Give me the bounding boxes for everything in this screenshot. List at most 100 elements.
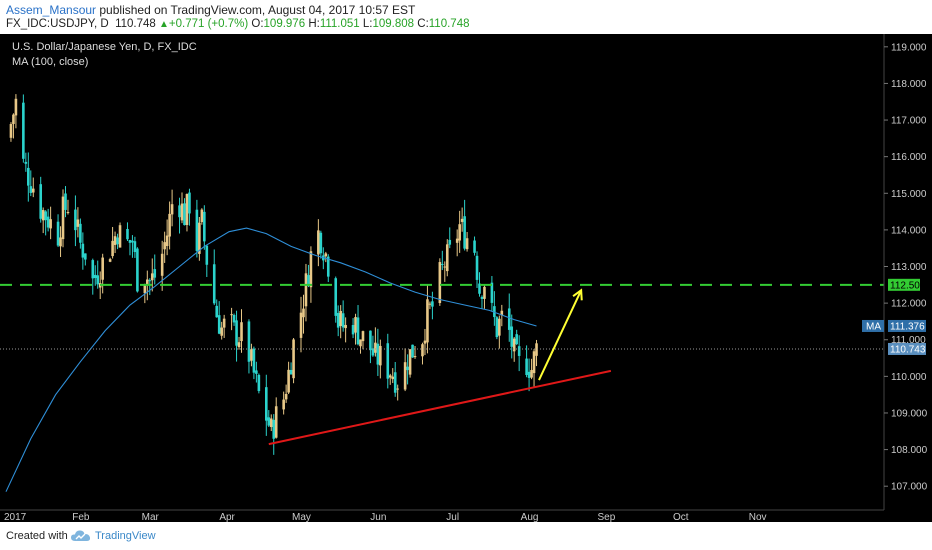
candle-body: [393, 372, 397, 393]
candle-body: [445, 244, 449, 272]
candle-body: [356, 317, 360, 345]
high-label: H:: [308, 18, 320, 30]
candle-body: [180, 203, 184, 221]
candle-body: [168, 213, 171, 237]
candle-body: [59, 237, 62, 247]
candle-body: [480, 296, 484, 299]
chart-title: U.S. Dollar/Japanese Yen, D, FX_IDC: [12, 41, 197, 53]
candle-body: [535, 343, 538, 356]
candle-body: [131, 240, 134, 243]
candle-body: [478, 283, 481, 294]
candle-body: [198, 222, 201, 254]
candle-body: [525, 358, 528, 375]
resistance-tag-box: [888, 278, 920, 291]
candle-body: [463, 216, 466, 249]
candle-body: [220, 327, 223, 336]
candle-body: [326, 256, 330, 277]
time-tick-label: May: [292, 512, 311, 522]
price-tick-label: 113.000: [891, 262, 927, 273]
price-tick-label: 115.000: [891, 189, 927, 200]
candle-body: [14, 98, 18, 116]
candle-body: [133, 241, 137, 253]
candle-body: [408, 349, 412, 375]
candle-body: [44, 211, 47, 221]
candle-body: [215, 305, 219, 318]
up-arrow-icon: ▲: [159, 19, 169, 30]
candle-body: [319, 232, 323, 254]
candle-body: [304, 273, 308, 307]
candle-body: [379, 345, 382, 366]
candle-body: [369, 330, 372, 351]
projection-arrow: [538, 289, 583, 381]
candle-body: [282, 399, 285, 410]
candle-body: [498, 318, 501, 336]
candle-body: [39, 184, 43, 219]
tradingview-brand[interactable]: TradingView: [95, 530, 156, 542]
candle-body: [252, 348, 256, 373]
candle-body: [391, 376, 395, 380]
candle-body: [510, 326, 514, 347]
price-tick-label: 110.000: [891, 372, 927, 383]
candle-body: [22, 102, 25, 159]
author-link[interactable]: Assem_Mansour: [6, 3, 97, 17]
candle-body: [527, 371, 531, 378]
candle-body: [235, 320, 238, 346]
candle-body: [507, 308, 511, 330]
candle-body: [205, 245, 209, 265]
candle-body: [153, 269, 157, 278]
moving-average-line: [5, 227, 537, 492]
price-tick-label: 119.000: [891, 42, 927, 53]
candle-body: [29, 186, 33, 193]
price-chart[interactable]: U.S. Dollar/Japanese Yen, D, FX_IDC MA (…: [0, 34, 932, 523]
candle-body: [354, 317, 357, 333]
candle-body: [423, 340, 427, 344]
last-price: 110.748: [115, 18, 156, 30]
candle-body: [9, 124, 13, 138]
time-tick-label: Mar: [142, 512, 160, 522]
low-value: 109.808: [372, 18, 415, 30]
candle-body: [292, 339, 295, 379]
candle-body: [116, 237, 119, 245]
candle-body: [517, 346, 521, 356]
candle-body: [108, 259, 112, 262]
time-tick-label: 2017: [4, 512, 27, 522]
candle-body: [339, 310, 342, 327]
ma-value-box: [888, 319, 926, 332]
candle-body: [91, 260, 95, 279]
candle-body: [178, 205, 181, 218]
candle-body: [101, 257, 104, 280]
candle-body: [403, 362, 407, 390]
candle-body: [232, 314, 236, 323]
candle-body: [396, 388, 399, 390]
price-axis[interactable]: 107.000 108.000 109.000 110.000 111.000 112.0…: [884, 42, 928, 493]
candle-body: [200, 209, 204, 223]
price-tick-label: 118.000: [891, 79, 927, 90]
time-tick-label: Feb: [72, 512, 90, 522]
last-price-box: [888, 342, 926, 355]
candle-body: [495, 317, 499, 338]
candle-body: [170, 204, 174, 215]
time-tick-label: Sep: [598, 512, 616, 522]
candle-body: [41, 210, 45, 221]
tradingview-cloud-icon[interactable]: [70, 528, 92, 544]
candle-body: [428, 303, 432, 305]
candle-body: [257, 374, 261, 392]
last-price-tag: 110.743: [890, 344, 926, 355]
price-tick-label: 107.000: [891, 482, 928, 493]
price-tick-label: 111.000: [891, 335, 926, 346]
candle-body: [250, 349, 253, 361]
candle-body: [441, 263, 444, 265]
candle-body: [111, 240, 114, 257]
time-axis[interactable]: 2017 Feb Mar Apr May Jun Jul Aug Sep Oct Nov: [4, 512, 767, 523]
candle-body: [183, 203, 186, 226]
candle-body: [237, 342, 241, 348]
support-trendline: [268, 369, 612, 446]
candle-body: [160, 253, 164, 276]
candle-body: [386, 343, 390, 379]
candle-body: [185, 194, 189, 225]
chart-area[interactable]: U.S. Dollar/Japanese Yen, D, FX_IDC MA (…: [0, 34, 932, 523]
candle-body: [287, 369, 290, 393]
candle-body: [163, 242, 166, 250]
candle-body: [240, 322, 243, 342]
candle-body: [512, 338, 516, 352]
